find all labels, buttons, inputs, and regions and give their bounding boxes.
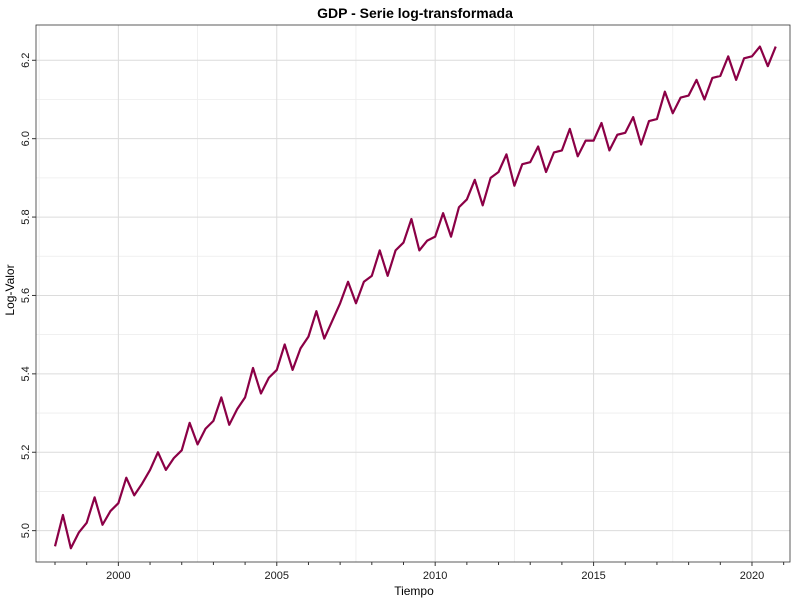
y-tick-label: 5.0 [20, 523, 32, 538]
y-tick-label: 6.2 [20, 53, 32, 68]
plot-panel [35, 24, 791, 563]
y-axis-label: Log-Valor [3, 264, 17, 315]
series-line [53, 45, 777, 550]
series-layer [53, 45, 777, 550]
y-tick-label: 5.8 [20, 209, 32, 224]
y-tick-label: 5.4 [20, 366, 32, 381]
chart-title: GDP - Serie log-transformada [317, 5, 513, 21]
x-tick-label: 2000 [106, 570, 130, 582]
x-axis-label: Tiempo [394, 584, 434, 598]
y-tick-label: 5.2 [20, 445, 32, 460]
x-tick-label: 2005 [265, 570, 289, 582]
axis-ticks: 2000 2005 2010 2015 2020 5.0 5.2 5.4 5.6 5.8 6.0 6.… [20, 53, 785, 582]
y-tick-label: 5.6 [20, 288, 32, 303]
x-tick-label: 2010 [423, 570, 447, 582]
y-tick-label: 6.0 [20, 131, 32, 146]
grid [36, 25, 790, 562]
x-tick-label: 2015 [581, 570, 605, 582]
x-tick-label: 2020 [740, 570, 764, 582]
